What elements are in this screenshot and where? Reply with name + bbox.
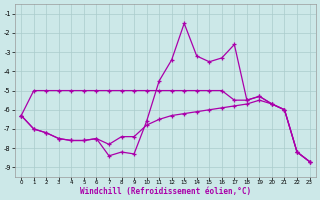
X-axis label: Windchill (Refroidissement éolien,°C): Windchill (Refroidissement éolien,°C) [80,187,251,196]
